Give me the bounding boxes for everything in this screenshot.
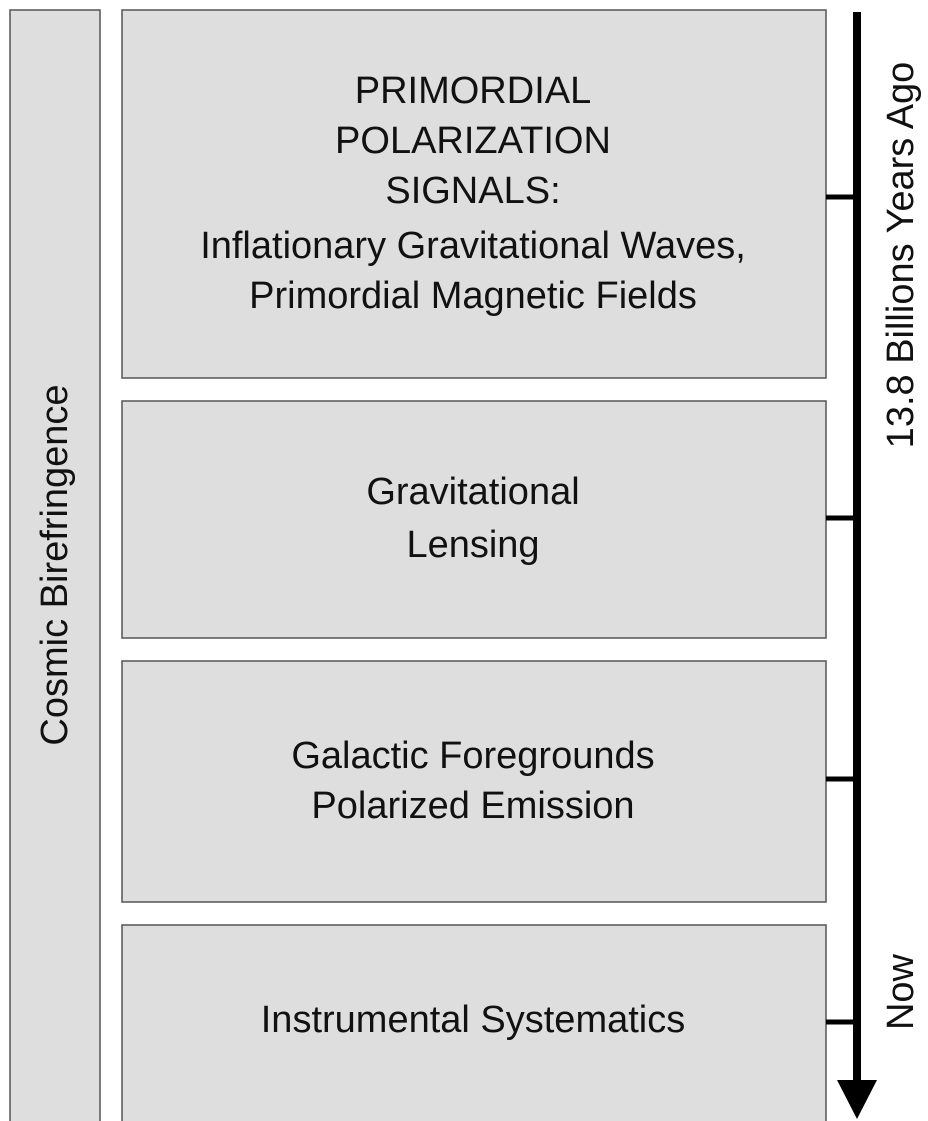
- box-text: Primordial Magnetic Fields: [249, 275, 697, 317]
- box-text: Lensing: [406, 524, 539, 566]
- box-text: Instrumental Systematics: [261, 999, 685, 1041]
- box-text: PRIMORDIAL: [355, 70, 591, 112]
- side-box: [9, 9, 101, 1121]
- start-label: 13.8 Billions Years Ago: [880, 62, 922, 449]
- end-label: Now: [880, 953, 922, 1030]
- box: [121, 660, 827, 903]
- box-text: POLARIZATION: [335, 120, 611, 162]
- box-text: Galactic Foregrounds: [291, 735, 654, 777]
- arrow-head: [837, 1080, 877, 1119]
- side-label: Cosmic Birefringence: [34, 384, 76, 745]
- box: [121, 9, 827, 379]
- box-text: Polarized Emission: [311, 785, 634, 827]
- box: [121, 924, 827, 1121]
- box: [121, 400, 827, 639]
- box-text: Gravitational: [366, 471, 579, 513]
- box-text: SIGNALS:: [385, 170, 560, 212]
- box-text: Inflationary Gravitational Waves,: [200, 225, 746, 267]
